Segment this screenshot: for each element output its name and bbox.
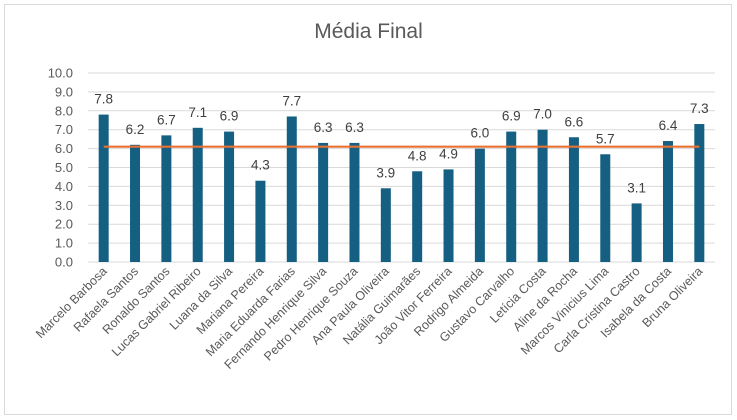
data-label: 3.1 xyxy=(627,180,646,195)
data-label: 5.7 xyxy=(596,131,615,146)
bar xyxy=(412,171,423,262)
bar xyxy=(537,129,548,262)
bar xyxy=(318,142,329,262)
y-tick-label: 9.0 xyxy=(55,84,73,99)
bar xyxy=(286,116,297,262)
data-label: 6.7 xyxy=(157,112,176,127)
bar xyxy=(161,135,172,262)
data-label: 6.2 xyxy=(126,122,145,137)
y-tick-label: 1.0 xyxy=(55,236,73,251)
y-tick-label: 10.0 xyxy=(48,66,73,81)
bar xyxy=(474,148,485,262)
bar xyxy=(349,142,360,262)
data-label: 7.8 xyxy=(94,92,113,107)
bar xyxy=(631,203,642,262)
data-label: 7.1 xyxy=(188,105,207,120)
data-label: 6.9 xyxy=(220,109,239,124)
y-tick-label: 8.0 xyxy=(55,103,73,118)
data-label: 6.9 xyxy=(502,109,521,124)
chart-title: Média Final xyxy=(314,20,423,43)
bar xyxy=(380,188,391,262)
bar xyxy=(694,124,705,262)
bar xyxy=(255,180,266,262)
data-label: 4.8 xyxy=(408,148,427,163)
bar xyxy=(98,114,109,262)
data-label: 7.3 xyxy=(690,101,709,116)
bar xyxy=(130,144,141,262)
bar xyxy=(662,141,673,262)
data-label: 4.9 xyxy=(439,146,458,161)
data-label: 3.9 xyxy=(376,165,395,180)
bar xyxy=(443,169,454,262)
data-label: 7.7 xyxy=(282,93,301,108)
data-label: 6.6 xyxy=(565,114,584,129)
y-tick-label: 5.0 xyxy=(55,160,73,175)
y-tick-label: 7.0 xyxy=(55,122,73,137)
y-tick-label: 2.0 xyxy=(55,217,73,232)
y-tick-label: 4.0 xyxy=(55,179,73,194)
bar xyxy=(224,131,235,262)
data-label: 6.3 xyxy=(314,120,333,135)
y-tick-label: 3.0 xyxy=(55,198,73,213)
bar xyxy=(192,127,203,262)
data-label: 7.0 xyxy=(533,107,552,122)
data-label: 6.4 xyxy=(659,118,678,133)
data-label: 4.3 xyxy=(251,158,270,173)
bar xyxy=(506,131,517,262)
y-tick-label: 0.0 xyxy=(55,255,73,270)
y-tick-label: 6.0 xyxy=(55,141,73,156)
bar xyxy=(568,137,579,262)
data-label: 6.0 xyxy=(470,126,489,141)
data-label: 6.3 xyxy=(345,120,364,135)
bar xyxy=(600,154,611,262)
